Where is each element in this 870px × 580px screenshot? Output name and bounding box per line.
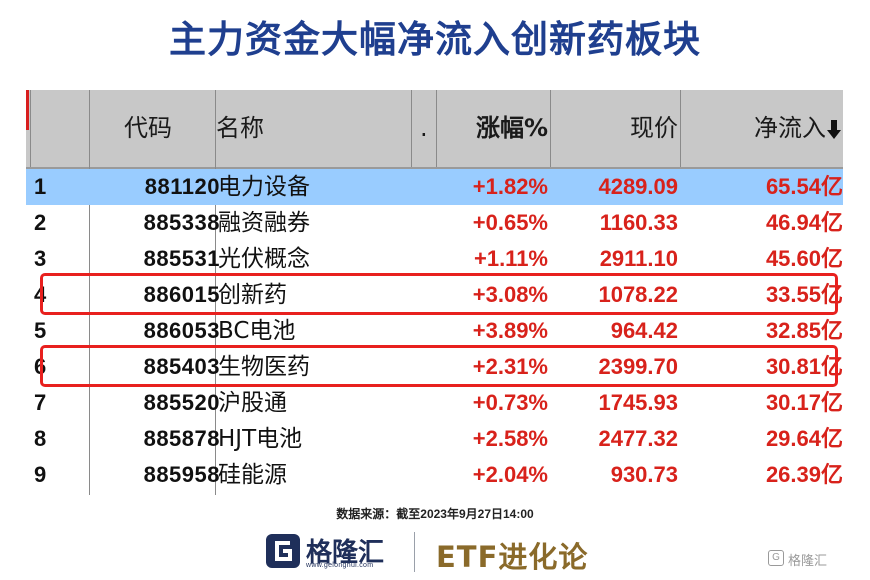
- row-index: 8: [34, 426, 47, 451]
- logo-url: www.gelonghui.com: [306, 562, 374, 569]
- column-divider: [436, 90, 437, 167]
- table-row[interactable]: 1 881120 电力设备 +1.82% 4289.09 65.54亿: [26, 169, 843, 205]
- stock-code: 886015: [143, 282, 220, 307]
- header-code[interactable]: 代码: [124, 114, 172, 142]
- header-net-inflow[interactable]: 净流入: [754, 114, 826, 142]
- change-percent: +0.65%: [472, 210, 548, 235]
- stock-code: 885878: [143, 426, 220, 451]
- change-percent: +3.89%: [472, 318, 548, 343]
- table-row[interactable]: 5 886053 BC电池 +3.89% 964.42 32.85亿: [26, 313, 843, 349]
- column-divider: [89, 90, 90, 495]
- table-row[interactable]: 7 885520 沪股通 +0.73% 1745.93 30.17亿: [26, 385, 843, 421]
- stock-code: 885403: [143, 354, 220, 379]
- sector-name: 生物医药: [218, 354, 310, 380]
- net-inflow: 46.94亿: [765, 210, 843, 235]
- change-percent: +2.31%: [472, 354, 548, 379]
- stock-code: 885520: [143, 390, 220, 415]
- quote-table: 代码 名称 . 涨幅% 现价 净流入 1 881120 电力设备 +1.82% 4289…: [26, 90, 843, 495]
- current-price: 1745.93: [598, 390, 678, 415]
- arrow-down-icon[interactable]: [826, 90, 843, 167]
- column-divider: [411, 90, 412, 167]
- current-price: 2911.10: [599, 246, 678, 271]
- stock-code: 885958: [143, 462, 220, 487]
- change-percent: +2.04%: [472, 462, 548, 487]
- row-index: 2: [34, 210, 47, 235]
- sector-name: 电力设备: [218, 174, 310, 200]
- highlight-box: [40, 345, 838, 387]
- sector-name: HJT电池: [218, 426, 303, 452]
- column-divider: [550, 90, 551, 167]
- sector-name: 融资融券: [218, 210, 310, 236]
- row-index: 9: [34, 462, 47, 487]
- sector-name: 创新药: [218, 282, 287, 308]
- net-inflow: 30.81亿: [765, 354, 843, 379]
- change-percent: +1.82%: [472, 174, 548, 199]
- header-name[interactable]: 名称: [216, 114, 264, 142]
- watermark-icon: G: [768, 550, 784, 566]
- row-index: 5: [34, 318, 47, 343]
- brand-divider: [414, 532, 415, 572]
- current-price: 2399.70: [598, 354, 678, 379]
- net-inflow: 65.54亿: [765, 174, 843, 199]
- watermark: 格隆汇: [788, 554, 828, 569]
- window-edge: [26, 90, 29, 130]
- stock-code: 885531: [143, 246, 220, 271]
- change-percent: +3.08%: [472, 282, 548, 307]
- gelonghui-logo-icon: [266, 534, 300, 568]
- net-inflow: 29.64亿: [765, 426, 843, 451]
- net-inflow: 32.85亿: [765, 318, 843, 343]
- table-row[interactable]: 6 885403 生物医药 +2.31% 2399.70 30.81亿: [26, 349, 843, 385]
- stock-code: 885338: [143, 210, 220, 235]
- change-percent: +2.58%: [472, 426, 548, 451]
- table-row[interactable]: 9 885958 硅能源 +2.04% 930.73 26.39亿: [26, 457, 843, 493]
- net-inflow: 30.17亿: [765, 390, 843, 415]
- column-divider: [680, 90, 681, 167]
- net-inflow: 33.55亿: [765, 282, 843, 307]
- table-row[interactable]: 3 885531 光伏概念 +1.11% 2911.10 45.60亿: [26, 241, 843, 277]
- logo-text: 格隆汇: [306, 538, 385, 568]
- data-source: 数据来源：截至2023年9月27日14:00: [336, 507, 534, 521]
- stock-code: 886053: [143, 318, 220, 343]
- header-dot: .: [420, 114, 428, 142]
- table-row[interactable]: 2 885338 融资融券 +0.65% 1160.33 46.94亿: [26, 205, 843, 241]
- column-divider: [215, 90, 216, 495]
- current-price: 4289.09: [598, 174, 678, 199]
- net-inflow: 45.60亿: [765, 246, 843, 271]
- current-price: 930.73: [610, 462, 678, 487]
- sector-name: 沪股通: [218, 390, 287, 416]
- change-percent: +0.73%: [472, 390, 548, 415]
- sector-name: 硅能源: [218, 462, 287, 488]
- table-row[interactable]: 4 886015 创新药 +3.08% 1078.22 33.55亿: [26, 277, 843, 313]
- row-index: 1: [34, 174, 47, 199]
- highlight-box: [40, 273, 838, 315]
- page-title: 主力资金大幅净流入创新药板块: [169, 18, 701, 61]
- row-index: 7: [34, 390, 47, 415]
- row-index: 3: [34, 246, 47, 271]
- current-price: 1160.33: [599, 210, 678, 235]
- column-divider: [30, 90, 31, 167]
- current-price: 2477.32: [598, 426, 678, 451]
- header-change[interactable]: 涨幅%: [475, 114, 548, 142]
- table-header: 代码 名称 . 涨幅% 现价 净流入: [26, 90, 843, 169]
- header-price[interactable]: 现价: [630, 114, 678, 142]
- table-row[interactable]: 8 885878 HJT电池 +2.58% 2477.32 29.64亿: [26, 421, 843, 457]
- current-price: 1078.22: [598, 282, 678, 307]
- brand-name: ETF进化论: [436, 540, 589, 574]
- sector-name: BC电池: [218, 318, 296, 344]
- current-price: 964.42: [610, 318, 678, 343]
- net-inflow: 26.39亿: [765, 462, 843, 487]
- stock-code: 881120: [144, 174, 220, 199]
- change-percent: +1.11%: [473, 246, 548, 271]
- sector-name: 光伏概念: [218, 246, 310, 272]
